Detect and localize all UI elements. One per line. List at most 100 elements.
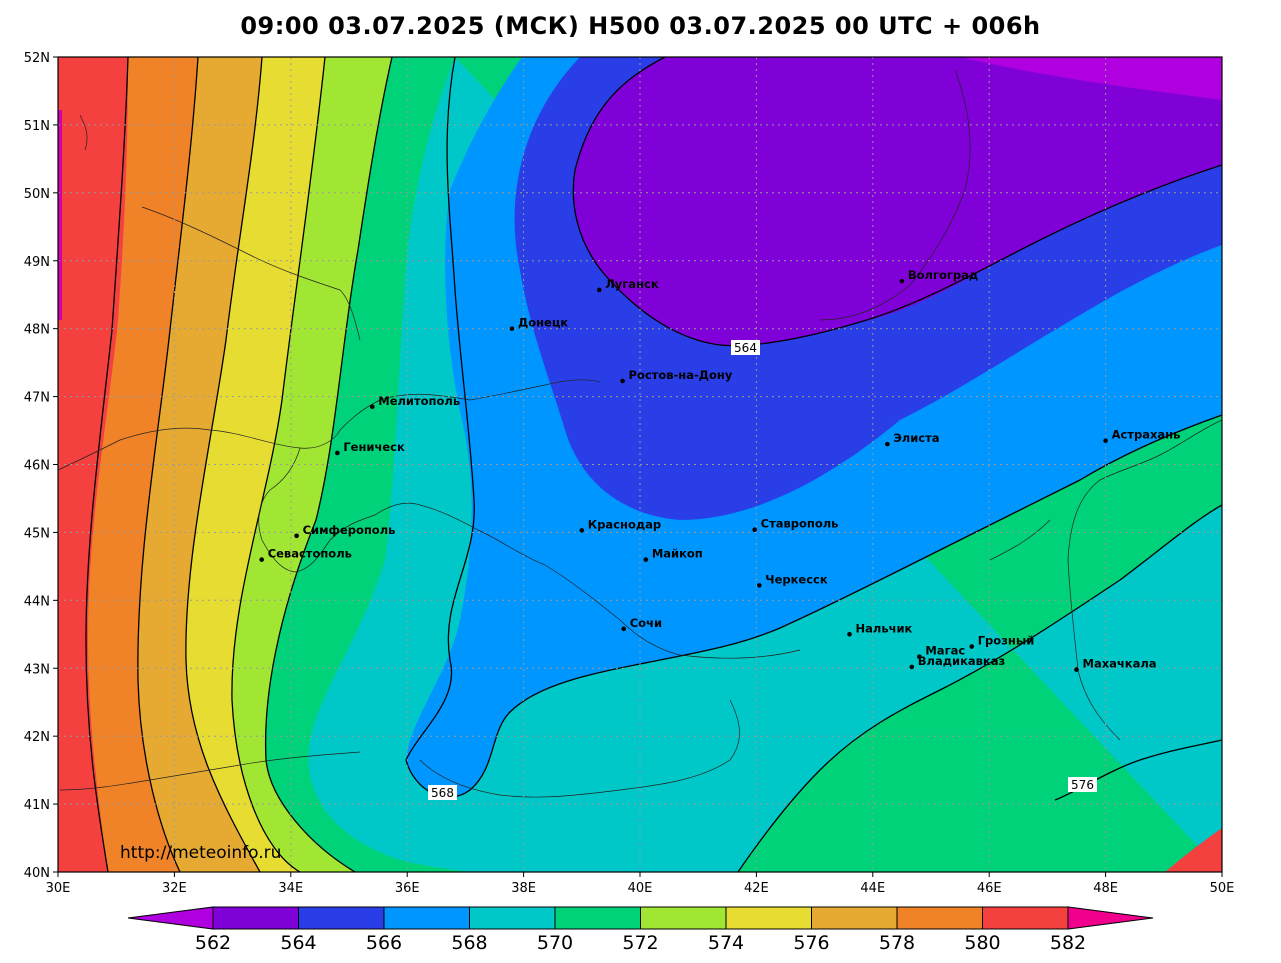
lat-tick-label: 44N (24, 594, 50, 609)
colorbar-segment (212, 906, 299, 930)
lat-tick-label: 40N (24, 866, 50, 881)
colorbar-segment (469, 906, 556, 930)
lon-tick-label: 38E (511, 881, 536, 896)
city-marker: Махачкала (1074, 657, 1157, 672)
lat-tick-label: 47N (24, 391, 50, 406)
colorbar-high-arrow (1067, 906, 1154, 930)
city-dot (509, 326, 515, 331)
colorbar-low-arrow (127, 906, 214, 930)
city-label: Махачкала (1083, 657, 1157, 671)
band-560 (960, 57, 1222, 100)
lon-tick-label: 32E (162, 881, 187, 896)
colorbar-segment (554, 906, 641, 930)
city-dot (596, 287, 602, 293)
city-label: Элиста (893, 431, 939, 445)
contour-lines (85, 57, 1222, 872)
city-dot (969, 644, 975, 649)
city-label: Нальчик (856, 621, 913, 635)
lon-tick-label: 40E (628, 881, 653, 896)
city-dot (909, 664, 915, 670)
coastlines (58, 69, 1222, 798)
city-dot (259, 557, 265, 562)
city-dot (369, 404, 375, 410)
colorbar-label: 566 (366, 932, 402, 954)
city-marker: Владикавказ (909, 654, 1005, 670)
lat-tick-label: 50N (24, 187, 50, 202)
city-layer: Волгоград Луганск Донецк Ростов-на-Дону Мели… (259, 268, 1180, 672)
colorbar-segment (725, 906, 812, 930)
lat-tick-label: 42N (24, 730, 50, 745)
city-label: Астрахань (1112, 428, 1181, 442)
contour-label-564: 564 (731, 340, 760, 355)
colorbar-segment (298, 906, 385, 930)
contour-label-576: 576 (1068, 777, 1097, 792)
longitude-axis: 30E 32E 34E 36E 38E 40E 42E 44E 46E 48E 50E (46, 872, 1235, 896)
city-marker: Луганск (596, 277, 659, 293)
city-marker: Астрахань (1103, 428, 1181, 444)
colorbar: 562 564 566 568 570 572 574 576 578 580 582 (127, 906, 1154, 954)
city-label: Симферополь (303, 523, 396, 537)
band-edge-magenta (58, 110, 62, 320)
svg-text:564: 564 (734, 341, 757, 355)
colorbar-label: 572 (622, 932, 658, 954)
city-label: Ростов-на-Дону (629, 368, 733, 382)
band-580-corner (1165, 828, 1222, 872)
city-marker: Мелитополь (369, 394, 460, 410)
city-label: Луганск (605, 277, 659, 291)
city-label: Сочи (630, 616, 662, 630)
colorbar-label: 568 (451, 932, 487, 954)
lon-tick-label: 34E (278, 881, 303, 896)
lat-tick-label: 43N (24, 662, 50, 677)
latitude-axis: 52N 51N 50N 49N 48N 47N 46N 45N 44N 43N 42N 41N 40N (24, 51, 58, 881)
city-marker: Сочи (621, 616, 662, 632)
city-dot (643, 557, 649, 562)
colorbar-segment (811, 906, 898, 930)
lon-tick-label: 36E (395, 881, 420, 896)
city-label: Владикавказ (918, 654, 1005, 668)
colorbar-label: 570 (537, 932, 573, 954)
city-marker: Грозный (969, 634, 1034, 649)
svg-text:576: 576 (1071, 778, 1094, 792)
colorbar-label: 574 (708, 932, 744, 954)
grid (58, 57, 1222, 872)
city-dot (847, 631, 852, 637)
city-marker: Донецк (509, 316, 568, 331)
lat-tick-label: 51N (24, 119, 50, 134)
city-label: Краснодар (588, 517, 661, 531)
city-dot (757, 583, 762, 588)
city-dot (1074, 667, 1079, 672)
filled-contours: 564 568 576 Волгоград Луганск Донецк Ростов… (58, 57, 1222, 872)
watermark: http://meteoinfo.ru (120, 843, 281, 863)
lon-tick-label: 50E (1210, 881, 1235, 896)
city-marker: Геническ (335, 440, 405, 456)
lon-tick-label: 46E (977, 881, 1002, 896)
map-title: 09:00 03.07.2025 (МСК) H500 03.07.2025 0… (240, 12, 1041, 40)
city-marker: Ростов-на-Дону (620, 368, 733, 384)
city-dot (579, 528, 585, 533)
lat-tick-label: 48N (24, 323, 50, 338)
city-marker: Ставрополь (752, 517, 838, 532)
city-label: Черкесск (765, 572, 828, 586)
city-marker: Симферополь (294, 523, 396, 539)
lon-tick-label: 42E (744, 881, 769, 896)
lon-tick-label: 48E (1093, 881, 1118, 896)
lon-tick-label: 44E (860, 881, 885, 896)
city-marker: Волгоград (899, 268, 978, 284)
lon-tick-label: 30E (46, 881, 71, 896)
city-label: Волгоград (908, 268, 978, 282)
city-label: Ставрополь (761, 517, 839, 531)
city-marker: Нальчик (847, 621, 913, 637)
colorbar-label: 576 (793, 932, 829, 954)
city-dot (620, 378, 625, 384)
city-marker: Севастополь (259, 547, 352, 562)
city-label: Мелитополь (378, 394, 460, 408)
colorbar-segment (640, 906, 727, 930)
lat-tick-label: 49N (24, 255, 50, 270)
lat-tick-label: 52N (24, 51, 50, 66)
city-dot (752, 527, 757, 532)
city-dot (917, 654, 922, 660)
city-label: Магас (925, 644, 965, 658)
lat-tick-label: 45N (24, 526, 50, 541)
city-marker: Элиста (885, 431, 940, 447)
colorbar-segment (896, 906, 983, 930)
